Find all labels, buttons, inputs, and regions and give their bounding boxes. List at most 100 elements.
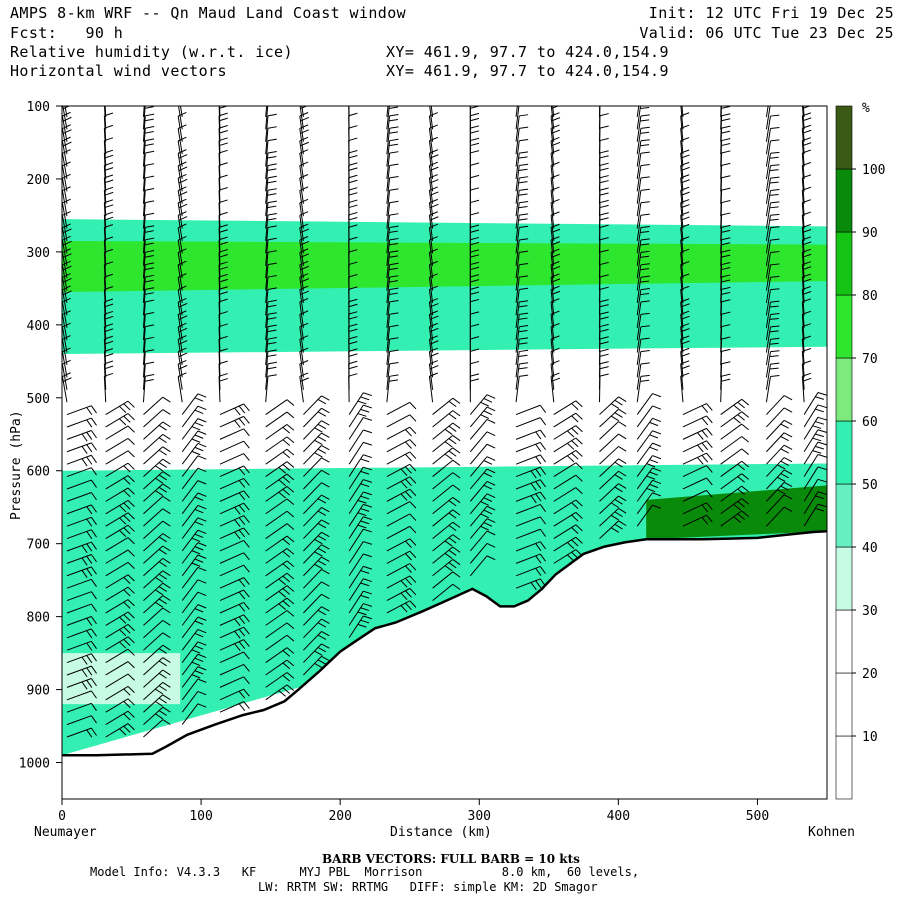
wind-barb-flag [535,493,542,502]
wind-barb-flag [282,464,291,471]
wind-barb-flag [267,193,277,196]
wind-barb [219,527,244,540]
wind-barb-flag [238,641,246,649]
wind-barb-flag [300,141,309,147]
wind-barb-flag [218,335,228,340]
wind-barb-flag [300,228,309,234]
wind-barb-flag [267,217,277,221]
wind-barb-flag [770,251,780,253]
wind-barb-flag [599,316,609,320]
wind-barb-flag [145,237,155,241]
wind-barb-flag [448,500,457,507]
wind-barb [680,128,684,155]
wind-barb-flag [817,454,827,458]
wind-barb-flag [640,119,650,122]
wind-barb-flag [535,580,542,589]
wind-barb-flag [388,106,399,109]
wind-barb-flag [567,455,575,463]
wind-barb [142,106,145,117]
wind-barb-flag [267,337,277,340]
wind-barb [219,614,244,626]
wind-barb-flag [769,169,779,172]
wind-barb [348,528,364,552]
wind-barb [177,202,183,229]
wind-barb-flag [299,298,309,303]
wind-barb [181,542,199,564]
wind-barb-flag [409,526,417,534]
wind-barb-flag [155,688,164,695]
wind-barb-flag [191,661,201,667]
wind-barb-flag [550,211,560,216]
wind-barb-flag [218,273,228,278]
wind-barb [801,289,805,316]
wind-barb-flag [519,263,529,266]
wind-barb-flag [62,136,71,142]
wind-barb-flag [571,440,579,448]
wind-barb [636,405,653,428]
wind-barb-flag [640,292,650,296]
wind-barb-flag [486,481,496,486]
wind-barb [142,351,146,378]
wind-barb-flag [770,362,780,365]
colorbar-swatch [835,420,853,485]
wind-barb [550,153,555,179]
wind-barb [801,190,805,217]
wind-barb [765,339,771,366]
wind-barb [765,106,771,130]
wind-barb-flag [409,575,417,583]
wind-barb-flag [197,480,207,485]
wind-barb-flag [127,462,135,470]
wind-barb-flag [123,614,131,622]
wind-barb-flag [363,541,373,545]
wind-barb-flag [90,579,97,587]
wind-barb-flag [530,482,537,491]
wind-barb-flag [539,466,547,475]
wind-barb-flag [348,187,358,191]
wind-barb-flag [348,348,358,352]
wind-barb [515,466,541,478]
wind-barb [636,314,642,341]
wind-barb [515,289,520,316]
wind-barb-flag [733,503,741,511]
wind-barb-flag [321,519,330,525]
wind-barb-flag [243,701,250,709]
wind-barb-flag [219,378,228,382]
wind-barb-flag [640,95,649,96]
wind-barb-flag [104,167,114,171]
wind-barb-flag [680,199,690,204]
wind-barb [553,437,577,453]
wind-barb [428,301,434,328]
wind-barb-flag [409,451,417,459]
wind-barb-flag [194,645,204,650]
wind-barb-flag [360,582,370,587]
wind-barb [301,106,304,118]
wind-barb-flag [486,555,496,561]
wind-barb-flag [817,478,827,483]
wind-barb-flag [62,186,71,191]
wind-barb [765,351,771,378]
wind-barb-flag [194,508,204,514]
wind-barb [348,404,364,428]
wind-barb [636,376,642,403]
wind-barb [66,603,92,614]
wind-barb-flag [363,429,373,434]
wind-barb-flag [194,409,204,415]
wind-barb-flag [518,156,528,159]
wind-barb [348,578,364,601]
wind-barb-flag [178,166,188,172]
wind-barb [103,152,107,179]
wind-barb [303,569,322,589]
wind-barb [143,595,164,614]
wind-barb-flag [104,298,114,303]
wind-barb-flag [721,279,731,283]
wind-barb-flag [286,486,295,493]
wind-barb-flag [519,151,529,154]
wind-barb-flag [62,161,71,167]
wind-barb-flag [104,179,114,184]
wind-barb-flag [680,191,690,196]
wind-barb-flag [722,101,731,103]
wind-barb-flag [770,127,780,129]
wind-barb-flag [197,628,207,634]
wind-barb-flag [158,474,167,481]
colorbar-swatch [835,735,853,800]
